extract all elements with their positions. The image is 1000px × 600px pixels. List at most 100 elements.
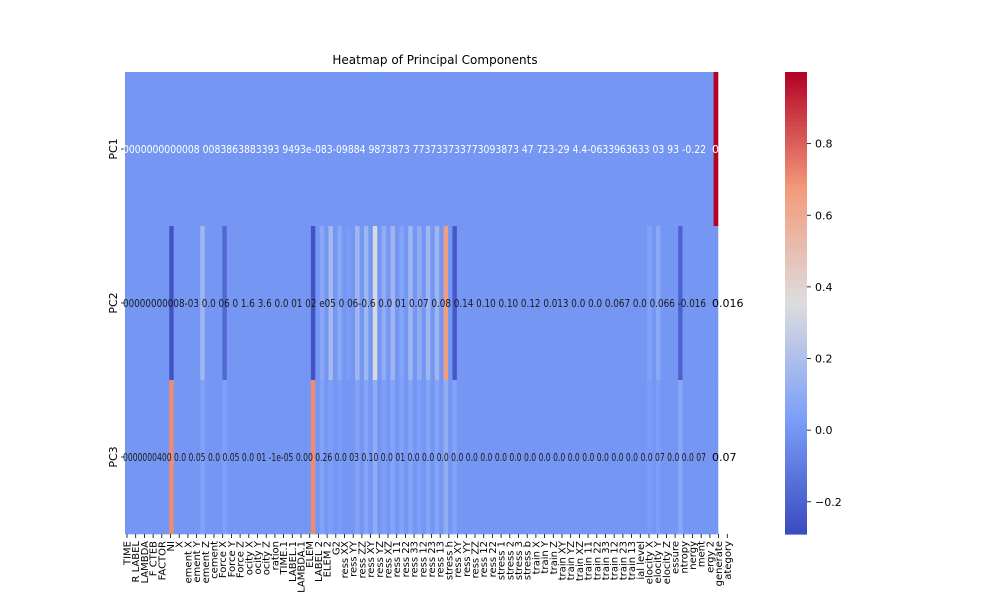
heatmap-cell <box>558 226 564 381</box>
heatmap-cell <box>133 380 139 535</box>
heatmap-cell <box>297 380 303 535</box>
heatmap-cell <box>129 226 135 381</box>
heatmap-cell <box>341 226 347 381</box>
heatmap-cell <box>474 72 480 227</box>
column-label: FACTOR <box>157 541 168 580</box>
column-label: stress h <box>444 541 455 580</box>
heatmap-cell <box>713 226 719 381</box>
colorbar-segment <box>785 226 807 231</box>
heatmap-cell <box>363 380 369 535</box>
heatmap-cell <box>625 72 630 227</box>
heatmap-cell <box>319 226 325 381</box>
heatmap-cell <box>257 226 263 381</box>
heatmap-cell <box>616 72 621 227</box>
heatmap-cell <box>527 226 533 381</box>
heatmap-cell <box>125 226 130 381</box>
column-label: ntropy <box>679 541 690 574</box>
column-label: nergy <box>688 541 699 570</box>
heatmap-cell <box>310 72 316 227</box>
heatmap-cell <box>563 72 568 227</box>
column-label: stress b <box>523 541 534 580</box>
heatmap-cell <box>532 380 537 535</box>
heatmap-cell <box>133 226 139 381</box>
heatmap-cell <box>129 72 135 227</box>
heatmap-cell <box>669 226 675 381</box>
heatmap-cell <box>129 380 135 535</box>
colorbar-segment <box>785 179 807 185</box>
colorbar-segment <box>785 156 807 162</box>
heatmap-cell <box>231 226 236 381</box>
heatmap-cell <box>346 226 351 381</box>
colorbar-segment <box>785 129 807 135</box>
colorbar-segment <box>785 368 807 373</box>
heatmap-cell <box>319 72 325 227</box>
heatmap-cell <box>191 72 197 227</box>
heatmap-cell <box>434 380 440 535</box>
heatmap-cell <box>235 226 241 381</box>
heatmap-cell <box>487 72 493 227</box>
colorbar-segment <box>785 149 807 154</box>
heatmap-cell <box>682 72 688 227</box>
heatmap-cell <box>275 380 281 535</box>
colorbar-segment <box>785 430 807 435</box>
heatmap-cell <box>346 72 351 227</box>
heatmap-cell <box>337 72 343 227</box>
heatmap-cell <box>532 226 537 381</box>
heatmap-cell <box>709 226 714 381</box>
heatmap-cell <box>222 380 228 535</box>
heatmap-cell <box>470 72 475 227</box>
colorbar-segment <box>785 341 807 346</box>
heatmap-cell <box>549 226 555 381</box>
heatmap-cell <box>169 226 174 381</box>
heatmap-cell <box>355 226 360 381</box>
colorbar-segment <box>785 222 807 227</box>
heatmap-cell <box>642 226 648 381</box>
column-label: R LABEL <box>131 541 142 583</box>
heatmap-cell <box>616 380 621 535</box>
heatmap-cell <box>510 72 515 227</box>
heatmap-cell <box>226 226 232 381</box>
colorbar-segment <box>785 437 807 443</box>
heatmap-cell <box>620 380 626 535</box>
heatmap-cell <box>563 380 568 535</box>
heatmap-cell <box>456 72 462 227</box>
heatmap-cell <box>439 72 444 227</box>
heatmap-cell <box>492 72 498 227</box>
colorbar-segment <box>785 268 807 273</box>
heatmap-cell <box>678 226 683 381</box>
colorbar-segment <box>785 380 807 385</box>
heatmap-cell <box>394 380 400 535</box>
heatmap-cell <box>465 226 471 381</box>
heatmap-cell <box>563 226 568 381</box>
heatmap-cell <box>235 72 241 227</box>
heatmap-cell <box>602 380 608 535</box>
heatmap-cell <box>713 72 719 227</box>
colorbar-segment <box>785 387 807 393</box>
heatmap-cell <box>248 72 254 227</box>
heatmap-cell <box>151 72 157 227</box>
column-label: train 33 <box>601 541 612 580</box>
heatmap-cell <box>448 72 453 227</box>
colorbar-segment <box>785 118 807 123</box>
heatmap-cell <box>598 72 604 227</box>
heatmap-cell <box>461 226 467 381</box>
heatmap-cell <box>443 72 449 227</box>
heatmap-cell <box>164 226 170 381</box>
heatmap-cell <box>505 72 511 227</box>
heatmap-cell <box>315 72 321 227</box>
heatmap-cell <box>191 380 197 535</box>
heatmap-cell <box>439 380 444 535</box>
heatmap-cell <box>217 72 223 227</box>
heatmap-cell <box>678 380 683 535</box>
colorbar-segment <box>785 460 807 466</box>
heatmap-cell <box>386 380 391 535</box>
colorbar-segment <box>785 376 807 381</box>
heatmap-cell <box>704 72 710 227</box>
colorbar-segment <box>785 356 807 362</box>
heatmap-cell <box>328 72 334 227</box>
column-label: ration <box>270 541 281 570</box>
heatmap-cell <box>425 226 431 381</box>
heatmap-cell <box>213 226 219 381</box>
heatmap-cell <box>279 72 285 227</box>
